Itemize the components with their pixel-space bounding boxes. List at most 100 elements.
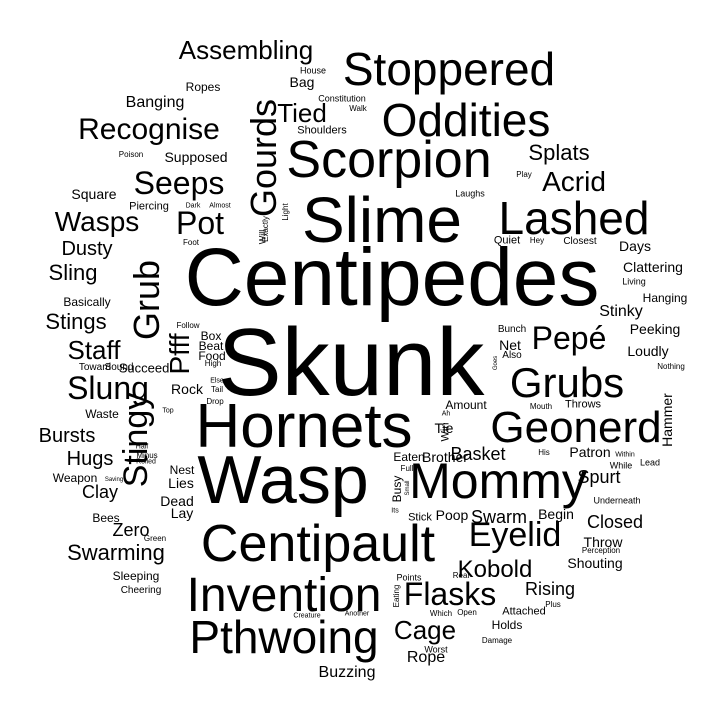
word-kobold: Kobold	[457, 556, 533, 583]
word-pfff: Pfff	[164, 333, 195, 375]
word-beat: Beat	[198, 339, 224, 353]
word-top: Top	[162, 407, 174, 415]
word-hey: Hey	[529, 236, 545, 245]
word-succeed: Succeed	[118, 360, 170, 376]
word-poison: Poison	[118, 150, 144, 159]
word-invention: Invention	[186, 569, 382, 622]
word-hugs: Hugs	[66, 448, 114, 470]
word-mommy: Mommy	[409, 453, 587, 509]
word-points: Points	[396, 572, 422, 583]
word-slung: Slung	[67, 370, 149, 406]
word-win: Win	[439, 422, 452, 442]
word-lead: Lead	[639, 457, 661, 468]
word-mouth: Mouth	[529, 402, 553, 411]
word-shoulders: Shoulders	[297, 124, 347, 137]
word-peeking: Peeking	[629, 321, 681, 337]
word-sleeping: Sleeping	[112, 569, 160, 583]
word-cheering: Cheering	[120, 585, 162, 596]
word-foot: Foot	[182, 238, 200, 247]
word-waste: Waste	[85, 407, 119, 421]
word-centipedes: Centipedes	[184, 232, 600, 323]
word-closest: Closest	[563, 236, 597, 247]
word-ropes: Ropes	[185, 80, 221, 94]
word-rope: Rope	[406, 649, 446, 666]
word-attached: Attached	[502, 605, 546, 618]
word-plus: Plus	[545, 600, 561, 609]
word-centipault: Centipault	[200, 515, 436, 573]
word-light: Light	[281, 203, 290, 221]
word-walk: Walk	[349, 104, 367, 113]
word-bag: Bag	[289, 74, 315, 90]
word-lashed: Lashed	[498, 192, 650, 244]
word-ah: Ah	[441, 410, 451, 418]
word-oddities: Oddities	[381, 94, 551, 146]
word-another: Another	[344, 610, 370, 618]
word-seeps: Seeps	[133, 165, 225, 201]
word-play: Play	[516, 170, 532, 179]
word-geonerd: Geonerd	[490, 403, 662, 452]
word-busy: Busy	[390, 475, 404, 503]
word-tied: Tied	[277, 98, 327, 128]
word-bunch: Bunch	[497, 324, 527, 335]
word-staff: Staff	[67, 335, 121, 365]
word-amount: Amount	[445, 398, 487, 412]
word-sound: Sound	[104, 362, 134, 373]
word-which: Which	[429, 609, 453, 618]
word-tail: Tail	[210, 385, 224, 394]
word-begin: Begin	[538, 506, 574, 522]
word-house: House	[299, 65, 327, 76]
word-laughs: Laughs	[455, 188, 485, 199]
word-bursts: Bursts	[38, 425, 96, 447]
word-perception: Perception	[581, 546, 621, 555]
word-eating: Eating	[392, 584, 401, 608]
word-saving: Saving	[104, 477, 124, 483]
word-underneath: Underneath	[593, 495, 641, 506]
word-shouting: Shouting	[567, 555, 623, 571]
word-days: Days	[619, 238, 651, 254]
word-dark: Dark	[185, 202, 201, 210]
word-constitution: Constitution	[318, 93, 366, 104]
word-lies: Lies	[168, 475, 194, 491]
word-also: Also	[502, 350, 522, 361]
word-bees: Bees	[92, 511, 120, 525]
word-scorpion: Scorpion	[286, 131, 492, 189]
word-basket: Basket	[450, 444, 506, 464]
word-within: Within	[615, 451, 635, 459]
word-splats: Splats	[528, 140, 590, 165]
word-sling: Sling	[48, 260, 98, 285]
word-living: Living	[622, 276, 646, 287]
word-worst: Worst	[424, 644, 448, 655]
word-dead: Dead	[160, 493, 194, 509]
word-stings: Stings	[45, 309, 107, 334]
word-goes: Goes	[493, 355, 499, 371]
word-food: Food	[198, 349, 226, 363]
word-nothing: Nothing	[657, 362, 685, 371]
word-stick: Stick	[408, 511, 432, 524]
word-rock: Rock	[171, 381, 203, 397]
word-throw: Throw	[583, 534, 623, 550]
word-throws: Throws	[564, 398, 602, 411]
word-pthwoing: Pthwoing	[189, 611, 379, 663]
word-patron: Patron	[569, 444, 611, 460]
word-basically: Basically	[63, 295, 111, 309]
word-acrid: Acrid	[542, 166, 606, 197]
word-stingy: Stingy	[117, 392, 155, 488]
word-hammer: Hammer	[659, 393, 675, 447]
word-grub: Grub	[126, 259, 167, 341]
word-holds: Holds	[491, 618, 523, 632]
word-swarming: Swarming	[67, 540, 165, 565]
word-small: Small	[405, 480, 411, 496]
word-high: High	[204, 359, 222, 368]
word-net: Net	[499, 337, 521, 353]
word-green: Green	[143, 534, 167, 543]
word-swarm: Swarm	[470, 507, 528, 527]
word-assembling: Assembling	[178, 35, 314, 65]
word-stinky: Stinky	[599, 303, 643, 320]
word-eyelid: Eyelid	[468, 516, 562, 554]
word-wasps: Wasps	[54, 206, 140, 237]
word-nest: Nest	[169, 463, 195, 477]
word-cage: Cage	[393, 615, 457, 645]
word-his: His	[538, 448, 550, 457]
word-eaten: Eaten	[393, 450, 425, 464]
word-almost: Almost	[209, 202, 231, 210]
